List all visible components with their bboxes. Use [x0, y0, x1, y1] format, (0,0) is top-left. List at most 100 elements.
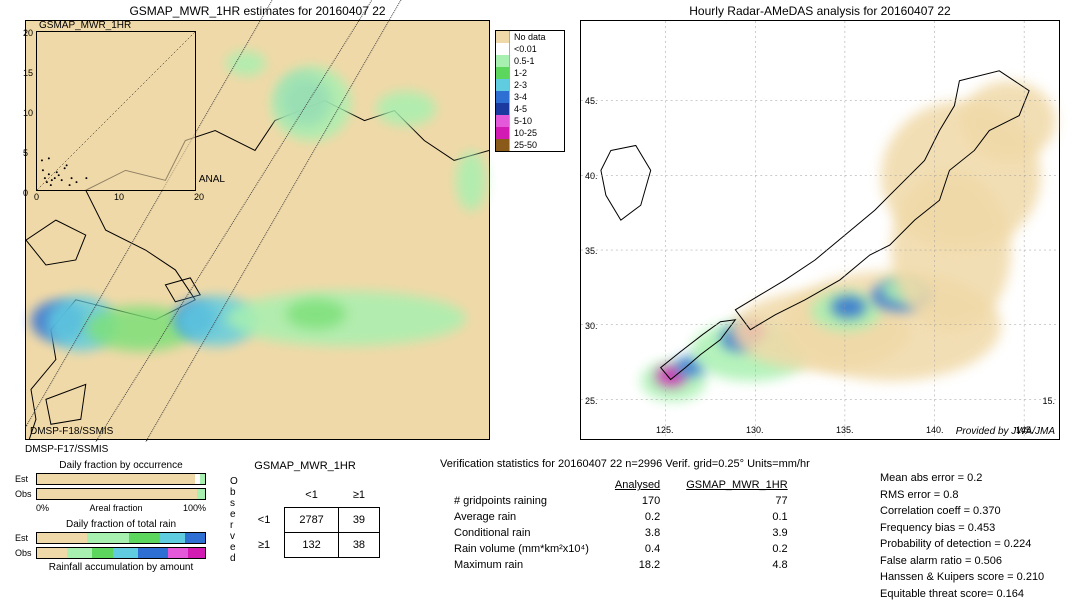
legend-swatch	[496, 127, 510, 139]
frac-segment	[67, 548, 92, 558]
stats-val-b: 0.1	[674, 510, 799, 524]
stats-header: Verification statistics for 20160407 22 …	[440, 458, 860, 470]
legend-text: 1-2	[510, 68, 527, 78]
legend-row: 25-50	[496, 139, 564, 151]
precip-blob	[456, 151, 486, 211]
inset-anal-label: ANAL	[199, 174, 225, 185]
legend-row: 3-4	[496, 91, 564, 103]
legend-text: 0.5-1	[510, 56, 535, 66]
legend-swatch	[496, 91, 510, 103]
frac-segment	[37, 474, 195, 484]
obs-label: Obs	[15, 489, 32, 499]
stats-block: Verification statistics for 20160407 22 …	[440, 458, 860, 574]
inset-ytick: 10	[23, 108, 33, 118]
stats-val-b: 4.8	[674, 558, 799, 572]
metric-line: Probability of detection = 0.224	[880, 536, 1044, 553]
legend-text: 4-5	[510, 104, 527, 114]
obs-letter: v	[230, 531, 238, 542]
legend-text: 25-50	[510, 140, 537, 150]
legend-swatch	[496, 103, 510, 115]
left-map-title: GSMAP_MWR_1HR estimates for 20160407 22	[25, 4, 490, 18]
frac-segment	[197, 489, 205, 499]
metric-line: Equitable threat score= 0.164	[880, 586, 1044, 603]
legend-swatch	[496, 67, 510, 79]
est-label-2: Est	[15, 533, 28, 543]
inset-ytick: 20	[23, 28, 33, 38]
stats-col-header: GSMAP_MWR_1HR	[674, 478, 799, 492]
ct-cell: 132	[285, 532, 338, 557]
right-map-title: Hourly Radar-AMeDAS analysis for 2016040…	[580, 4, 1060, 18]
right-credit: Provided by JWA/JMA	[956, 426, 1055, 437]
legend-text: <0.01	[510, 44, 537, 54]
metric-line: RMS error = 0.8	[880, 487, 1044, 504]
legend-row: 1-2	[496, 67, 564, 79]
fraction-bars-block: Daily fraction by occurrence Est Obs 0% …	[36, 460, 206, 575]
right-ytick: 35.	[585, 246, 598, 256]
ct-row-header: ≥1	[244, 532, 285, 557]
legend-swatch	[496, 55, 510, 67]
tot-obs-bar: Obs	[36, 547, 206, 559]
stats-row-label: # gridpoints raining	[442, 494, 601, 508]
inset-xtick: 20	[194, 192, 204, 202]
ct-cell: 38	[338, 532, 379, 557]
stats-val-b: 3.9	[674, 526, 799, 540]
occ-title: Daily fraction by occurrence	[36, 460, 206, 471]
legend-row: 10-25	[496, 127, 564, 139]
precip-blob	[226, 51, 266, 76]
right-ytick-r: 15.	[1042, 396, 1055, 406]
legend-swatch	[496, 31, 510, 43]
right-xtick: 130.	[746, 425, 764, 435]
ct-row-header: <1	[244, 507, 285, 532]
obs-letter: r	[230, 520, 238, 531]
obs-letter: O	[230, 476, 238, 487]
metric-line: Hanssen & Kuipers score = 0.210	[880, 569, 1044, 586]
obs-letter: d	[230, 553, 238, 564]
tot-est-bar: Est	[36, 532, 206, 544]
contingency-block: GSMAP_MWR_1HR Observed <1≥1<1278739≥1132…	[230, 460, 380, 564]
xaxis-right: 100%	[183, 503, 206, 513]
accum-title: Rainfall accumulation by amount	[36, 562, 206, 573]
obs-letter: e	[230, 542, 238, 553]
ct-observed-label: Observed	[230, 476, 238, 564]
legend-row: <0.01	[496, 43, 564, 55]
legend-swatch	[496, 139, 510, 151]
stats-row-label: Maximum rain	[442, 558, 601, 572]
stats-table: AnalysedGSMAP_MWR_1HR# gridpoints rainin…	[440, 476, 802, 574]
metric-line: Mean abs error = 0.2	[880, 470, 1044, 487]
top-row: GSMAP_MWR_1HR estimates for 20160407 22 …	[0, 0, 1080, 445]
precip-blob	[226, 291, 466, 346]
legend-row: 0.5-1	[496, 55, 564, 67]
inset-ytick: 15	[23, 68, 33, 78]
legend-swatch	[496, 79, 510, 91]
inset-xtick: 0	[34, 192, 39, 202]
inset-ytick: 5	[23, 148, 28, 158]
legend-text: 10-25	[510, 128, 537, 138]
right-map-panel: 45.40.35.30.25.15. 125.130.135.140.145. …	[580, 20, 1060, 440]
stats-val-a: 18.2	[603, 558, 672, 572]
obs-letter: s	[230, 498, 238, 509]
legend-text: 5-10	[510, 116, 532, 126]
xaxis-mid: Areal fraction	[89, 503, 142, 513]
est-label: Est	[15, 474, 28, 484]
contingency-table: <1≥1<1278739≥113238	[244, 483, 380, 558]
frac-segment	[200, 474, 205, 484]
precip-blob	[286, 299, 346, 329]
frac-segment	[129, 533, 159, 543]
frac-segment	[87, 533, 129, 543]
ct-col-header: <1	[285, 483, 338, 508]
metric-line: Frequency bias = 0.453	[880, 520, 1044, 537]
color-legend: No data<0.010.5-11-22-33-44-55-1010-2525…	[495, 30, 565, 152]
right-xtick: 140.	[926, 425, 944, 435]
ct-header: GSMAP_MWR_1HR	[230, 460, 380, 472]
tot-title: Daily fraction of total rain	[36, 519, 206, 530]
obs-label-2: Obs	[15, 548, 32, 558]
right-xtick: 135.	[836, 425, 854, 435]
precip-blob	[376, 91, 436, 126]
right-ytick: 45.	[585, 96, 598, 106]
legend-row: 4-5	[496, 103, 564, 115]
frac-segment	[37, 533, 87, 543]
stats-row-label: Rain volume (mm*km²x10⁴)	[442, 542, 601, 556]
legend-text: 3-4	[510, 92, 527, 102]
inset-xtick: 10	[114, 192, 124, 202]
legend-row: 2-3	[496, 79, 564, 91]
